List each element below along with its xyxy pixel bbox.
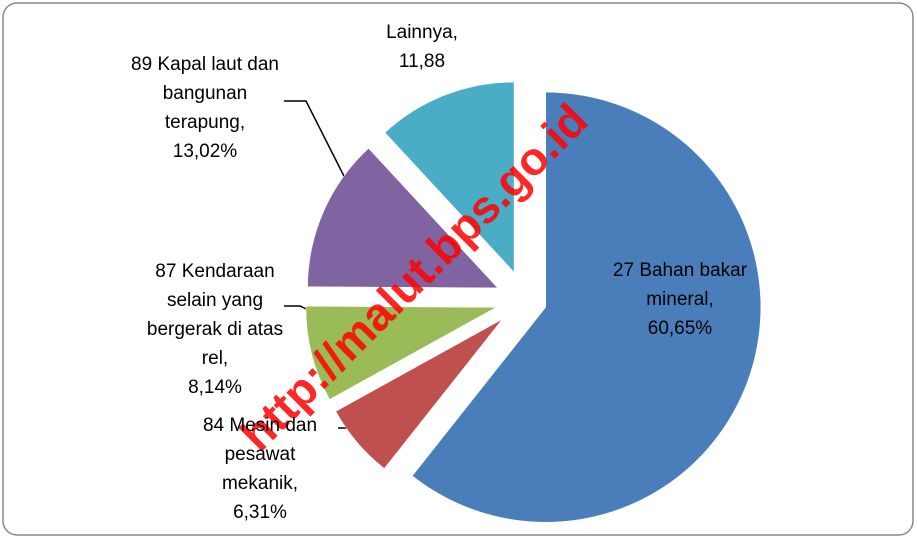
category-name: Lainnya, — [386, 22, 458, 43]
category-name: 89 Kapal laut dan bangunan terapung, — [131, 54, 279, 133]
value-label: 60,65% — [647, 318, 713, 339]
value-label: 8,14% — [188, 377, 242, 398]
slice-label: Lainnya, 11,88 — [362, 18, 482, 76]
category-name: 87 Kendaraan selain yang bergerak di ata… — [146, 261, 284, 369]
pie-slice — [307, 148, 499, 289]
value-label: 6,31% — [233, 502, 287, 523]
leader-line — [284, 100, 353, 193]
slice-label: 27 Bahan bakar mineral, 60,65% — [605, 256, 755, 343]
pie-slice — [412, 91, 762, 523]
value-label: 13,02% — [172, 141, 238, 162]
pie-slice — [335, 319, 503, 469]
category-name: 27 Bahan bakar mineral, — [612, 260, 748, 310]
pie-slice — [384, 81, 515, 273]
slice-label: 89 Kapal laut dan bangunan terapung, 13,0… — [120, 50, 290, 166]
slice-label: 84 Mesin dan pesawat mekanik, 6,31% — [185, 411, 335, 527]
slice-label: 87 Kendaraan selain yang bergerak di ata… — [135, 257, 295, 402]
category-name: 84 Mesin dan pesawat mekanik, — [202, 415, 318, 494]
value-label: 11,88 — [398, 51, 446, 72]
pie-slice — [305, 305, 497, 400]
